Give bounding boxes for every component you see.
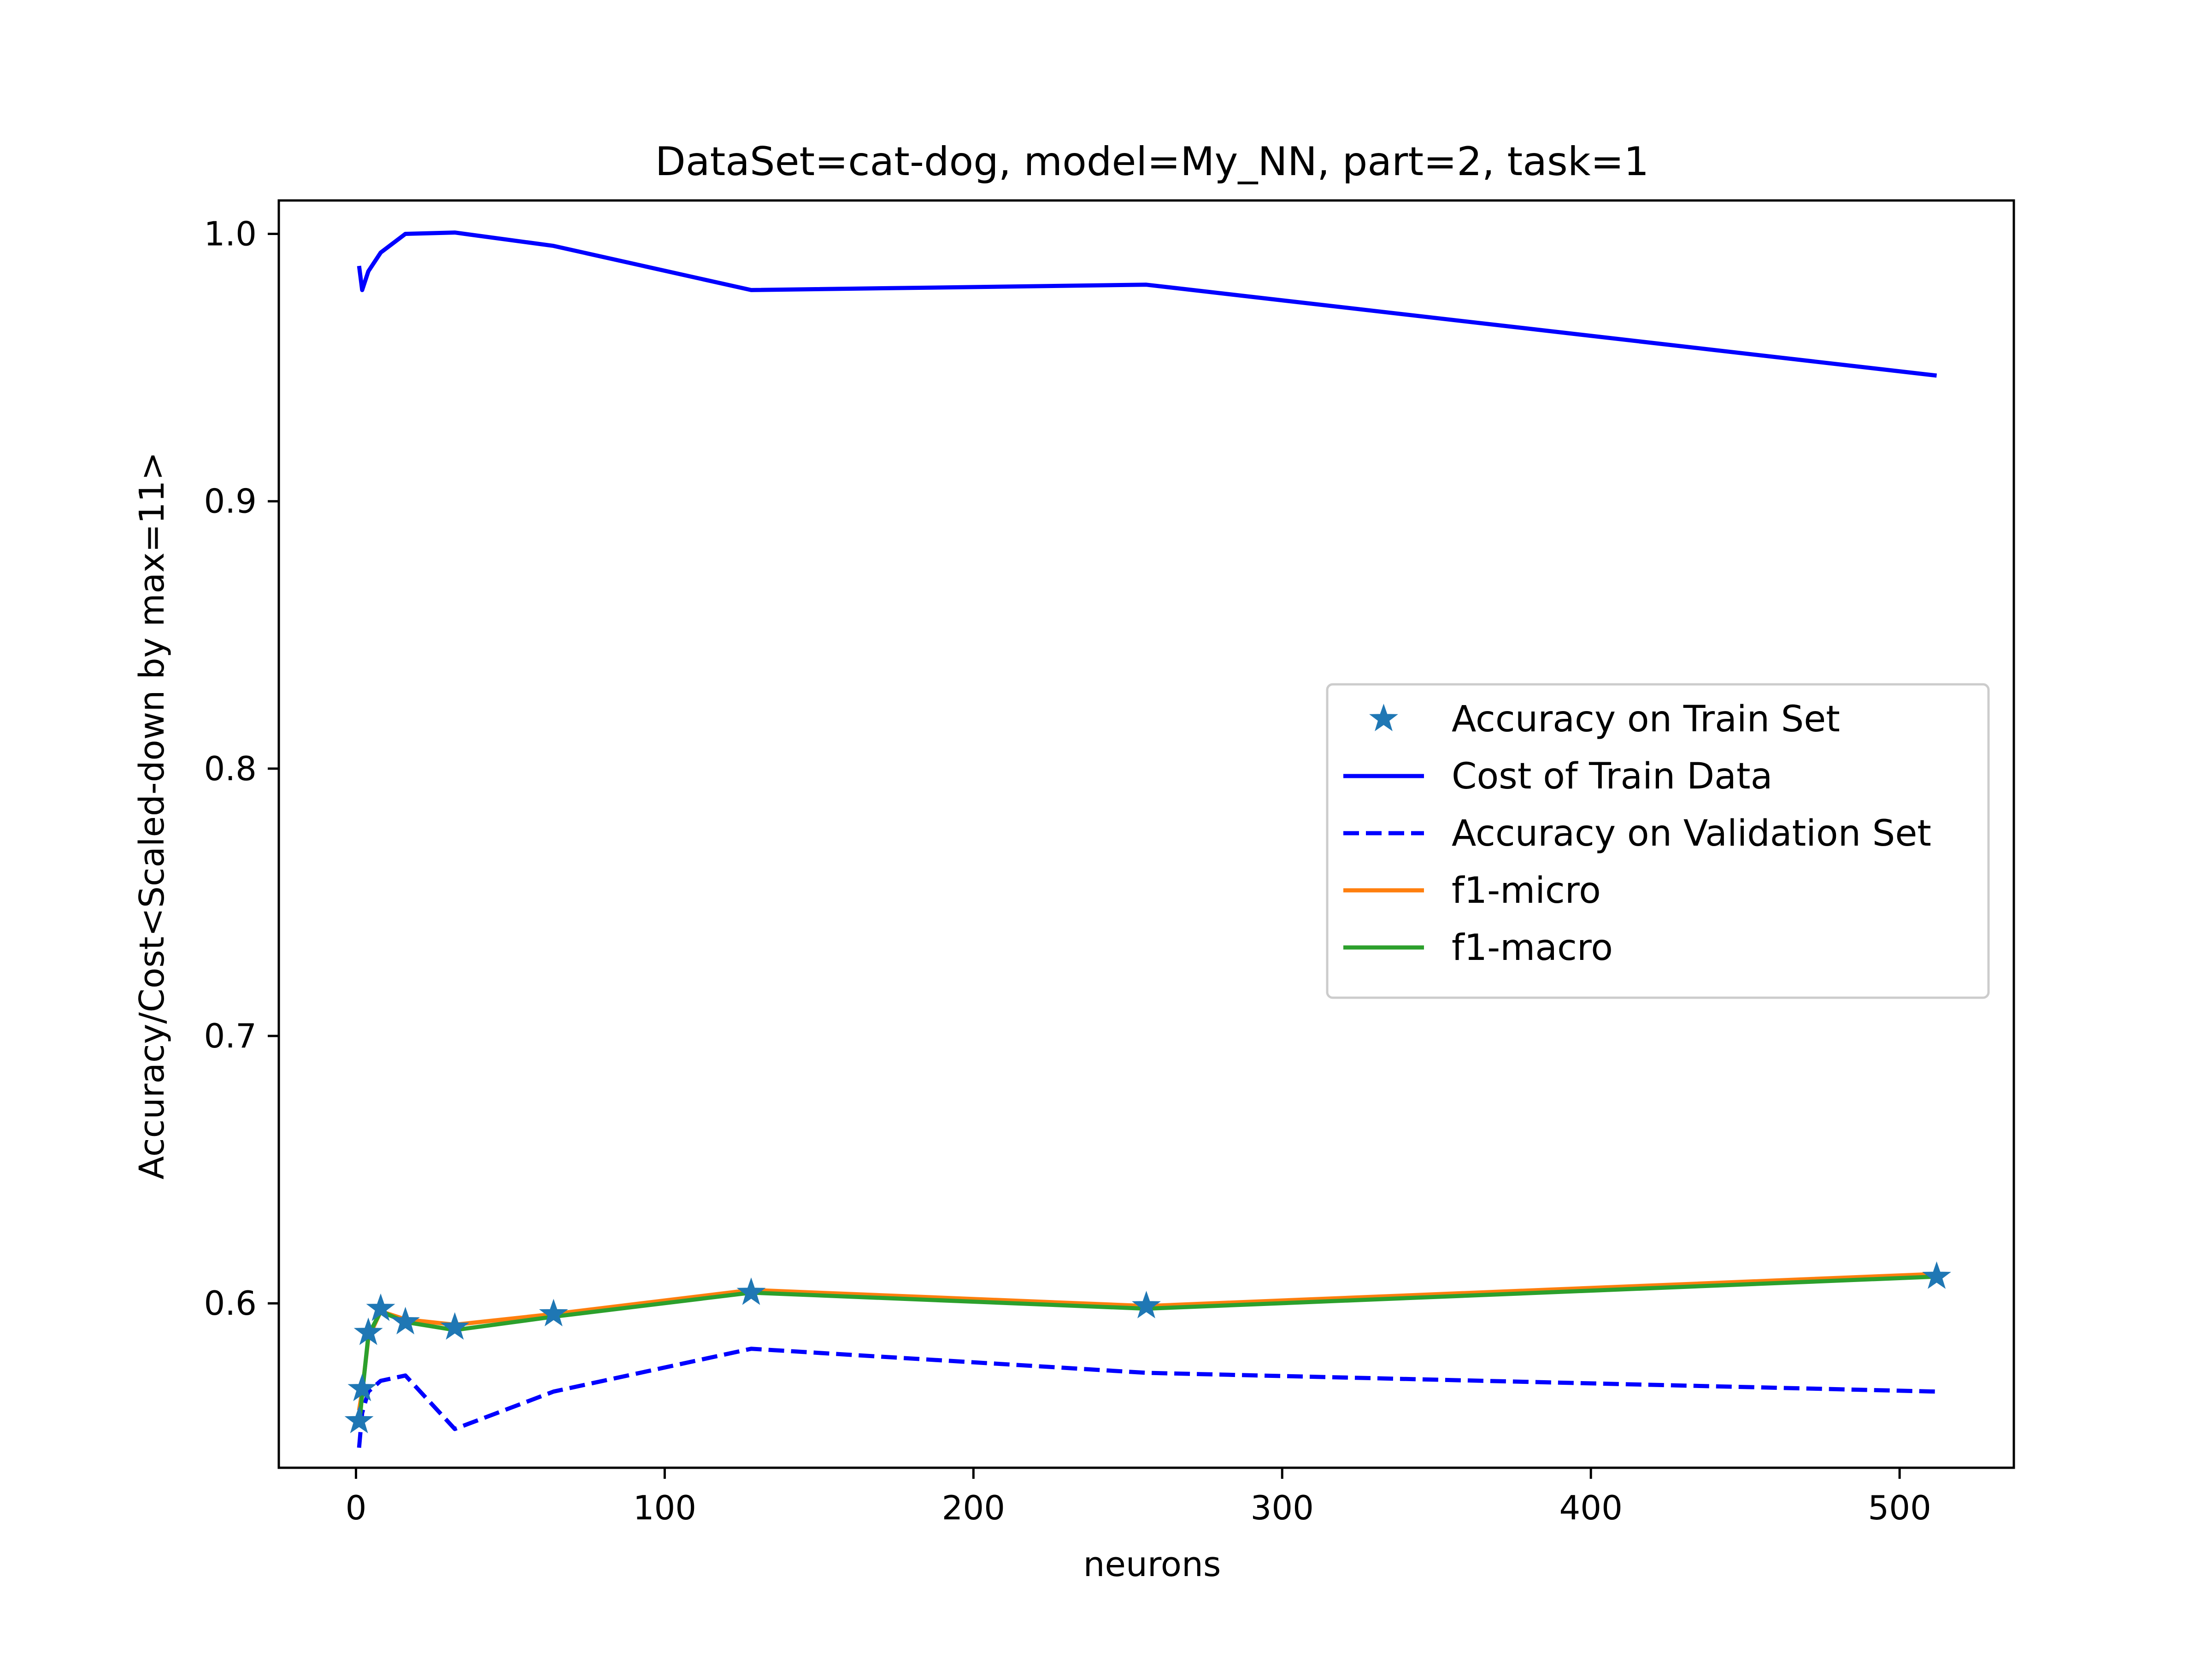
y-tick-label: 1.0 [204, 215, 257, 253]
legend-marker-accuracy-on-train-set [1369, 703, 1398, 731]
x-tick-label: 500 [1868, 1488, 1931, 1527]
chart-title: DataSet=cat-dog, model=My_NN, part=2, ta… [655, 139, 1649, 185]
legend-label-accuracy-on-validation-set: Accuracy on Validation Set [1452, 813, 1931, 854]
y-tick-label: 0.8 [204, 749, 257, 788]
x-tick-label: 100 [633, 1488, 696, 1527]
series-point-accuracy-on-train-set [366, 1293, 395, 1321]
series-line-accuracy-on-validation-set [357, 1347, 1937, 1448]
legend-label-f1-micro: f1-micro [1452, 870, 1601, 912]
x-axis-label: neurons [1083, 1545, 1221, 1584]
y-tick-label: 0.9 [204, 482, 257, 521]
x-tick-label: 0 [346, 1488, 367, 1527]
series-point-accuracy-on-train-set [353, 1317, 383, 1345]
legend-label-cost-of-train-data: Cost of Train Data [1452, 756, 1772, 797]
series-point-accuracy-on-train-set [736, 1277, 766, 1305]
legend-label-f1-macro: f1-macro [1452, 927, 1613, 969]
x-axis: 0 100 200 300 400 500 [346, 1468, 1931, 1527]
series-point-accuracy-on-train-set [539, 1299, 568, 1327]
x-tick-label: 200 [942, 1488, 1005, 1527]
y-axis: 0.6 0.7 0.8 0.9 1.0 [204, 215, 279, 1323]
x-tick-label: 300 [1251, 1488, 1314, 1527]
series-point-accuracy-on-train-set [347, 1373, 377, 1401]
legend: Accuracy on Train Set Cost of Train Data A… [1326, 683, 1990, 999]
y-tick-label: 0.6 [204, 1284, 257, 1323]
legend-label-accuracy-on-train-set: Accuracy on Train Set [1452, 699, 1840, 740]
series-point-accuracy-on-train-set [440, 1312, 470, 1340]
legend-box [1326, 683, 1990, 999]
series-point-accuracy-on-train-set [1922, 1261, 1951, 1289]
series-line-f1-macro [357, 1274, 1937, 1427]
series-line-cost-of-train-data [357, 230, 1937, 378]
series-point-accuracy-on-train-set [391, 1306, 420, 1335]
y-axis-label: Accuracy/Cost<Scaled-down by max=11> [132, 452, 172, 1180]
y-tick-label: 0.7 [204, 1017, 257, 1055]
series-point-accuracy-on-train-set [344, 1406, 374, 1434]
series-point-accuracy-on-train-set [1132, 1290, 1161, 1318]
x-tick-label: 400 [1559, 1488, 1622, 1527]
